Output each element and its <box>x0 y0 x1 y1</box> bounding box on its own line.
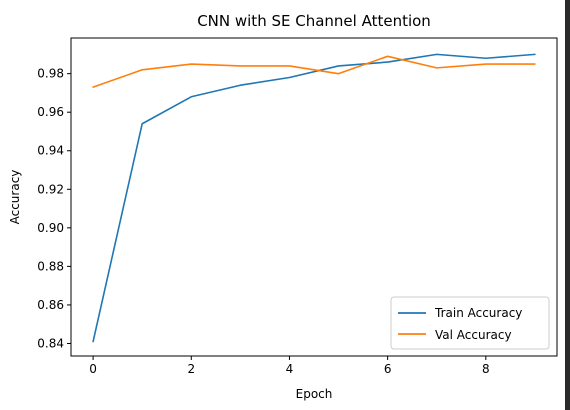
x-tick-label: 8 <box>482 362 490 376</box>
x-axis-ticks: 0 2 4 6 8 <box>89 356 490 376</box>
x-tick-label: 4 <box>286 362 294 376</box>
y-tick-label: 0.88 <box>37 259 64 273</box>
x-tick-label: 6 <box>384 362 392 376</box>
y-tick-label: 0.96 <box>37 105 64 119</box>
y-tick-label: 0.98 <box>37 67 64 81</box>
y-tick-label: 0.92 <box>37 182 64 196</box>
series-line-train-accuracy <box>92 53 536 343</box>
y-tick-label: 0.86 <box>37 298 64 312</box>
y-tick-label: 0.90 <box>37 221 64 235</box>
x-tick-label: 2 <box>187 362 195 376</box>
legend: Train Accuracy Val Accuracy <box>390 296 550 350</box>
y-tick-label: 0.84 <box>37 336 64 350</box>
y-axis-ticks: 0.84 0.86 0.88 0.90 0.92 0.94 0.96 0.98 <box>37 67 71 350</box>
legend-box <box>390 296 550 350</box>
series-line-val-accuracy <box>92 55 536 88</box>
y-tick-label: 0.94 <box>37 144 64 158</box>
chart-title: CNN with SE Channel Attention <box>197 12 431 30</box>
x-tick-label: 0 <box>89 362 97 376</box>
x-axis-title: Epoch <box>296 387 333 401</box>
legend-label-train: Train Accuracy <box>434 306 522 320</box>
series-lines <box>92 53 536 343</box>
legend-label-val: Val Accuracy <box>435 328 512 342</box>
y-axis-title: Accuracy <box>8 170 22 225</box>
